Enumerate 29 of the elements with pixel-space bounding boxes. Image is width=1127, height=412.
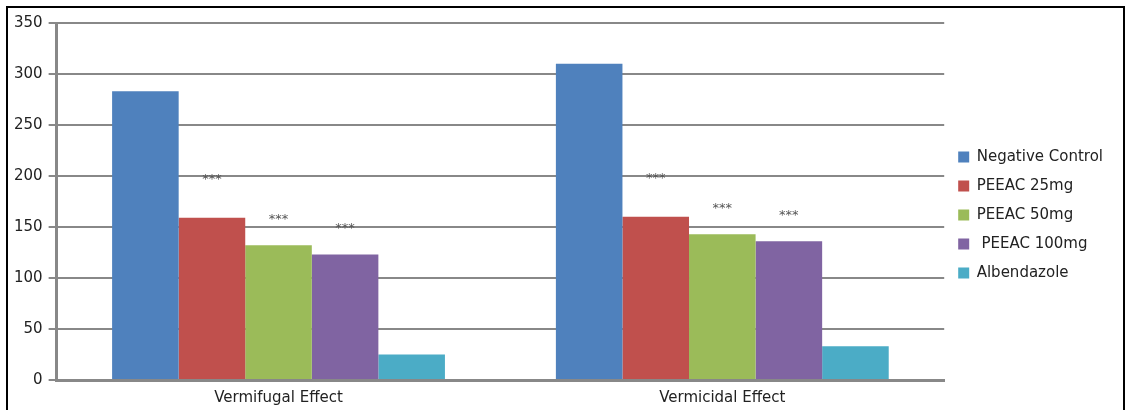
- y-tick-label: 250: [13, 114, 43, 133]
- bar: [755, 241, 823, 379]
- legend-label: PEEAC 100mg: [976, 233, 1088, 252]
- bar: [245, 245, 312, 379]
- bar: [822, 346, 889, 379]
- bar: [689, 234, 756, 379]
- annotation: ***: [268, 210, 289, 226]
- legend-label: PEEAC 25mg: [976, 175, 1074, 194]
- y-tick-label: 200: [13, 165, 43, 184]
- x-tick-label: Vermicidal Effect: [659, 387, 786, 406]
- legend-label: Negative Control: [976, 146, 1104, 165]
- x-tick-label: Vermifugal Effect: [214, 387, 343, 406]
- y-tick-label: 0: [33, 369, 43, 388]
- legend-label: Albendazole: [976, 262, 1069, 281]
- bar: [378, 354, 445, 379]
- bar: [311, 254, 379, 379]
- legend-label: PEEAC 50mg: [976, 204, 1074, 223]
- y-tick-label: 350: [13, 12, 43, 31]
- annotation: ***: [712, 199, 733, 215]
- y-tick-label: 150: [13, 216, 43, 235]
- annotation: ***: [779, 206, 800, 222]
- bar: [178, 217, 246, 379]
- y-tick-label: 100: [13, 267, 43, 286]
- y-tick-label: 300: [13, 63, 43, 82]
- y-tick-label: 50: [23, 318, 43, 337]
- bar: [112, 91, 179, 379]
- annotation: ***: [645, 170, 666, 186]
- bar: [555, 63, 623, 379]
- bar: [622, 216, 690, 379]
